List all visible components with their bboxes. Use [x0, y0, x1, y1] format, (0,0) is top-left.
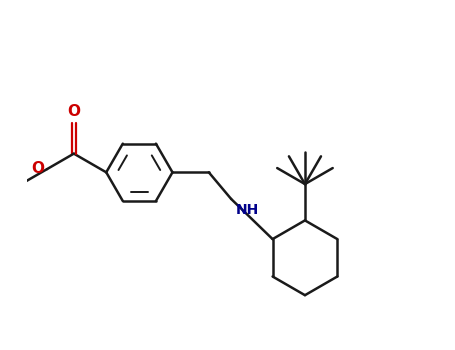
- Text: O: O: [67, 104, 81, 119]
- Text: O: O: [31, 161, 44, 176]
- Text: NH: NH: [235, 203, 258, 217]
